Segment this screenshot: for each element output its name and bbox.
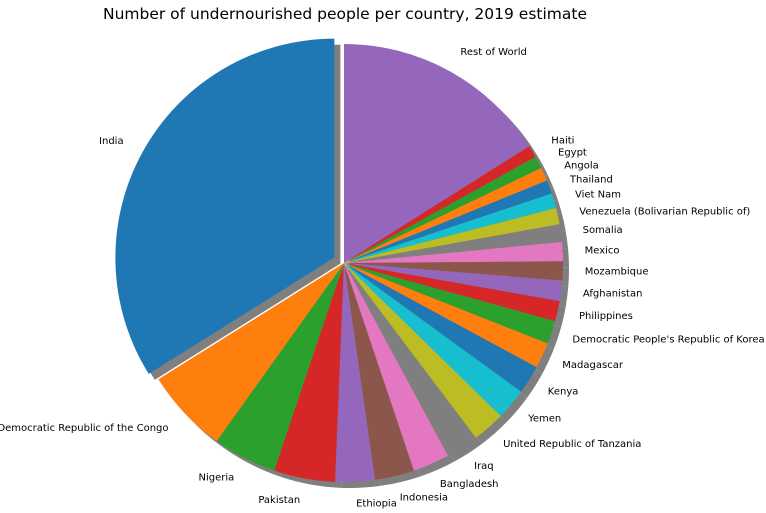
- label-united-republic-of-tanzania: United Republic of Tanzania: [503, 439, 641, 450]
- slice-iraq: [344, 263, 476, 456]
- label-somalia: Somalia: [583, 225, 623, 236]
- slice-ethiopia: [335, 263, 375, 483]
- label-rest-of-world: Rest of World: [460, 47, 526, 58]
- label-pakistan: Pakistan: [258, 495, 300, 506]
- slice-haiti: [344, 146, 536, 263]
- slice-rest-of-world: [344, 44, 530, 263]
- label-democratic-republic-of-the-congo: Democratic Republic of the Congo: [0, 423, 169, 434]
- slice-philippines: [344, 263, 560, 322]
- label-thailand: Thailand: [569, 174, 613, 185]
- label-nigeria: Nigeria: [199, 473, 235, 484]
- label-afghanistan: Afghanistan: [583, 289, 643, 300]
- slice-viet-nam: [344, 193, 556, 263]
- slice-thailand: [344, 180, 552, 263]
- label-venezuela-bolivarian-republic-of: Venezuela (Bolivarian Republic of): [579, 206, 750, 217]
- slice-madagascar: [344, 263, 548, 368]
- label-viet-nam: Viet Nam: [575, 190, 621, 201]
- slice-mexico: [344, 241, 563, 263]
- slice-united-republic-of-tanzania: [344, 263, 501, 438]
- label-haiti: Haiti: [551, 135, 574, 146]
- slice-kenya: [344, 263, 537, 392]
- label-ethiopia: Ethiopia: [356, 499, 397, 510]
- slice-indonesia: [344, 263, 414, 480]
- slice-india: [115, 38, 335, 374]
- label-angola: Angola: [564, 160, 599, 171]
- label-iraq: Iraq: [474, 461, 494, 472]
- slice-afghanistan: [344, 263, 563, 302]
- slice-nigeria: [216, 263, 344, 471]
- label-indonesia: Indonesia: [400, 492, 448, 503]
- label-mozambique: Mozambique: [585, 267, 649, 278]
- slice-egypt: [344, 156, 542, 263]
- label-egypt: Egypt: [558, 147, 587, 158]
- slice-democratic-republic-of-the-congo: [158, 263, 344, 442]
- slice-venezuela-bolivarian-republic-of: [344, 208, 560, 263]
- label-madagascar: Madagascar: [562, 360, 624, 371]
- label-philippines: Philippines: [579, 311, 633, 322]
- slice-pakistan: [274, 263, 344, 482]
- label-yemen: Yemen: [527, 413, 561, 424]
- slice-yemen: [344, 263, 522, 417]
- chart-title: Number of undernourished people per coun…: [102, 5, 588, 23]
- label-democratic-people-s-republic-of-korea: Democratic People's Republic of Korea: [572, 335, 764, 346]
- label-bangladesh: Bangladesh: [440, 479, 499, 490]
- label-kenya: Kenya: [548, 387, 579, 398]
- slice-democratic-people-s-republic-of-korea: [344, 263, 556, 344]
- slice-layer: [115, 38, 563, 483]
- slice-mozambique: [344, 261, 563, 281]
- slice-bangladesh: [344, 263, 448, 471]
- label-mexico: Mexico: [585, 246, 620, 257]
- slice-angola: [344, 167, 547, 263]
- slice-somalia: [344, 224, 562, 263]
- label-india: India: [99, 136, 124, 147]
